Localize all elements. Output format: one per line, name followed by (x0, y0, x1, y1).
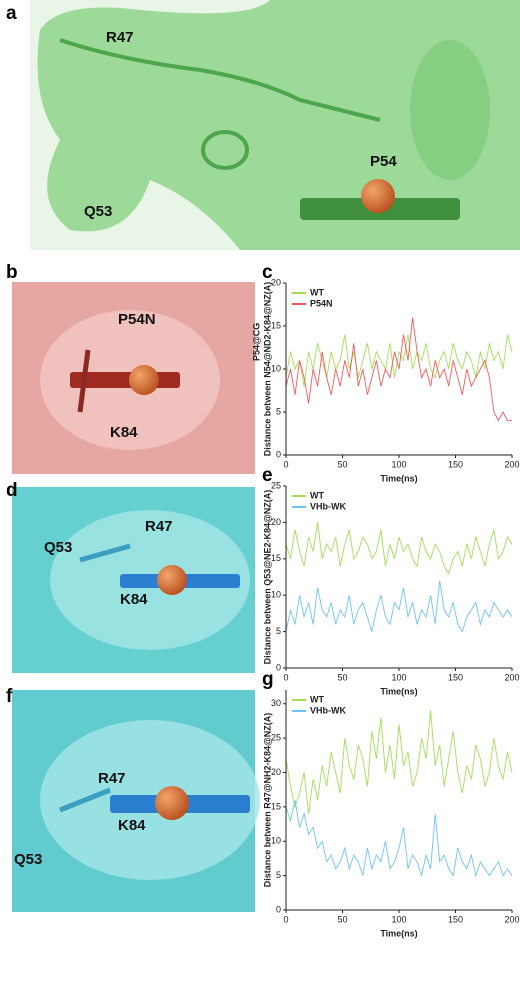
y-tick-label: 10 (271, 836, 281, 846)
residue-label: K84 (110, 424, 138, 441)
legend-label: P54N (310, 298, 333, 308)
y-tick-label: 5 (276, 406, 281, 416)
x-tick-label: 50 (337, 459, 347, 469)
panel-letter: a (6, 3, 17, 24)
data-line (285, 580, 513, 633)
data-line (285, 799, 513, 878)
legend-label: WT (310, 694, 324, 704)
x-tick-label: 150 (448, 459, 463, 469)
y-axis-label: Distance between N54@ND2-K84@NZ(A) (262, 282, 272, 457)
y-tick-label: 30 (271, 698, 281, 708)
y-tick-label: 5 (276, 870, 281, 880)
y-tick-label: 15 (271, 320, 281, 330)
panel-letter: g (262, 669, 274, 690)
residue-label: R47 (106, 29, 134, 46)
data-line (285, 317, 512, 422)
y-tick-label: 20 (271, 767, 281, 777)
x-axis-label: Time(ns) (380, 928, 417, 938)
residue-label: R47 (145, 518, 173, 535)
panel-letter: f (6, 686, 13, 707)
y-tick-label: 15 (271, 801, 281, 811)
panel-d-image (12, 487, 255, 673)
x-axis-label: Time(ns) (380, 473, 417, 483)
y-tick-label: 10 (271, 363, 281, 373)
data-line (285, 334, 513, 387)
x-tick-label: 200 (504, 914, 519, 924)
panel-letter: c (262, 262, 273, 283)
panel-f-image (12, 690, 260, 912)
y-tick-label: 25 (271, 480, 281, 490)
y-tick-label: 0 (276, 449, 281, 459)
data-line (285, 522, 513, 575)
y-tick-label: 0 (276, 662, 281, 672)
panel-b-image (12, 282, 255, 474)
x-axis-label: Time(ns) (380, 686, 417, 696)
y-tick-label: 10 (271, 590, 281, 600)
residue-label: Q53 (14, 851, 42, 868)
y-tick-label: 20 (271, 277, 281, 287)
legend-label: WT (310, 287, 324, 297)
panel-letter: e (262, 465, 273, 486)
residue-label: K84 (118, 817, 146, 834)
residue-label: Q53 (44, 539, 72, 556)
x-tick-label: 100 (391, 914, 406, 924)
y-tick-label: 0 (276, 904, 281, 914)
residue-label: Q53 (84, 203, 112, 220)
x-tick-label: 200 (504, 672, 519, 682)
x-tick-label: 50 (337, 914, 347, 924)
residue-label: R47 (98, 770, 126, 787)
y-tick-label: 5 (276, 626, 281, 636)
panel-letter: b (6, 262, 18, 283)
residue-label: P54N (118, 311, 156, 328)
x-tick-label: 150 (448, 914, 463, 924)
y-axis-label: Distance between R47@NH2-K84@NZ(A) (262, 713, 272, 888)
y-tick-label: 20 (271, 517, 281, 527)
y-tick-label: 25 (271, 733, 281, 743)
x-tick-label: 100 (391, 672, 406, 682)
x-tick-label: 150 (448, 672, 463, 682)
legend-label: WT (310, 490, 324, 500)
x-tick-label: 100 (391, 459, 406, 469)
x-tick-label: 0 (283, 459, 288, 469)
x-tick-label: 0 (283, 914, 288, 924)
y-axis-label: P54@CG (251, 323, 261, 361)
data-line (285, 710, 513, 814)
legend-label: VHb-WK (310, 705, 346, 715)
panel-a-image (30, 0, 520, 250)
x-tick-label: 50 (337, 672, 347, 682)
residue-label: K84 (120, 591, 148, 608)
legend-label: VHb-WK (310, 501, 346, 511)
x-tick-label: 200 (504, 459, 519, 469)
y-tick-label: 15 (271, 553, 281, 563)
residue-label: P54 (370, 153, 397, 170)
y-axis-label: Distance between Q53@NE2-K84@NZ(A) (262, 490, 272, 665)
panel-letter: d (6, 480, 18, 501)
x-tick-label: 0 (283, 672, 288, 682)
